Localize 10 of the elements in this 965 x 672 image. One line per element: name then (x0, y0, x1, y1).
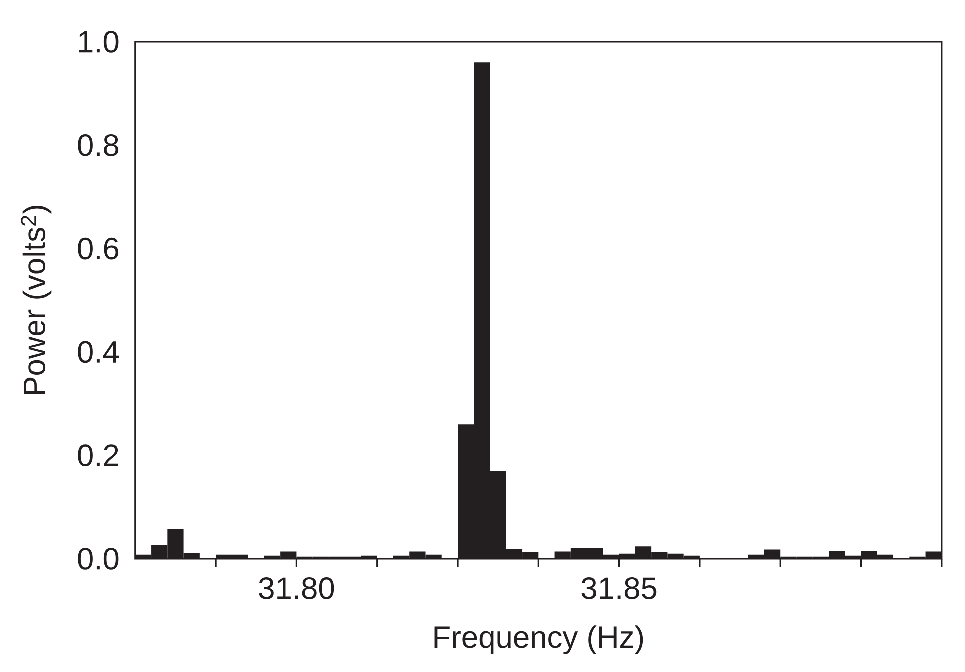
y-tick-label: 0.6 (78, 238, 119, 260)
y-axis-title: Power (volts$^{2}$) (21, 206, 52, 394)
y-tick-label: 1.0 (79, 31, 119, 53)
y-tick-label: 0.4 (78, 341, 120, 364)
y-tick-label: 0.8 (78, 134, 119, 156)
y-tick-label: 0.2 (78, 444, 118, 467)
x-axis-title: Frequency (Hz) (434, 626, 644, 654)
y-tick-label: 0.0 (78, 548, 119, 570)
x-tick-label: 31.80 (259, 578, 334, 600)
x-tick-label: 31.85 (582, 578, 657, 600)
